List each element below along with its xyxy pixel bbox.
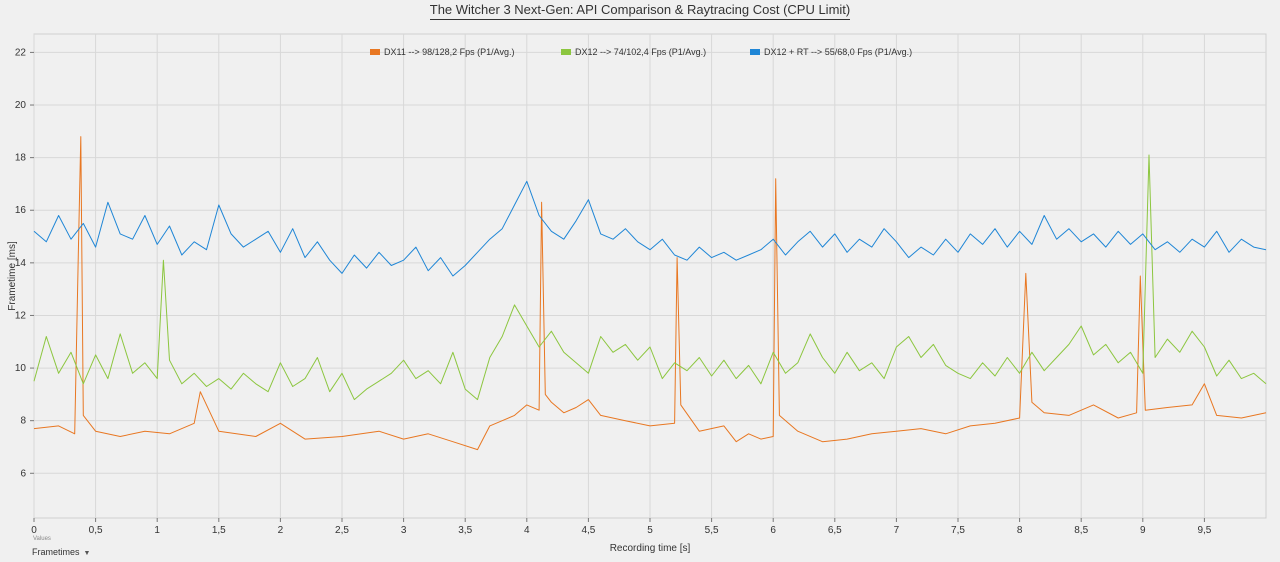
x-tick-label: 8,5 xyxy=(1074,525,1088,536)
series-line-1 xyxy=(33,136,1267,451)
legend-swatch xyxy=(561,49,571,55)
series-line-2 xyxy=(33,154,1267,401)
legend-entry: DX12 --> 74/102,4 Fps (P1/Avg.) xyxy=(575,47,706,57)
grid xyxy=(33,34,1266,518)
legend-swatch xyxy=(370,49,380,55)
chart-title-text: The Witcher 3 Next-Gen: API Comparison &… xyxy=(429,2,851,20)
y-tick-label: 18 xyxy=(15,153,27,164)
x-tick-label: 3 xyxy=(401,525,407,536)
y-tick-label: 16 xyxy=(15,205,27,216)
x-ticks: 0 0,5 1 1,5 2 2,5 3 3,5 4 4,5 5 5,5 6 6,5 7 7,5 8 8,5 9 9,5 xyxy=(31,518,1212,536)
x-tick-label: 1,5 xyxy=(212,525,226,536)
y-tick-label: 8 xyxy=(20,416,26,427)
y-ticks: 6 8 10 12 14 16 18 20 22 xyxy=(15,47,34,479)
x-tick-label: 9,5 xyxy=(1197,525,1211,536)
x-tick-label: 4 xyxy=(524,525,530,536)
x-tick-label: 6 xyxy=(770,525,776,536)
y-axis-title: Frametime [ms] xyxy=(7,241,18,311)
series-selector-label: Frametimes xyxy=(32,547,80,557)
chevron-down-icon: ▼ xyxy=(83,550,91,557)
x-tick-label: 9 xyxy=(1140,525,1146,536)
x-tick-label: 6,5 xyxy=(828,525,842,536)
y-tick-label: 14 xyxy=(15,258,27,269)
series-selector[interactable]: Frametimes ▼ xyxy=(32,547,90,557)
chart-title: The Witcher 3 Next-Gen: API Comparison &… xyxy=(0,2,1280,20)
y-tick-label: 20 xyxy=(15,100,27,111)
series-line-3 xyxy=(33,180,1267,277)
y-tick-label: 10 xyxy=(15,363,27,374)
legend-entry: DX12 + RT --> 55/68,0 Fps (P1/Avg.) xyxy=(764,47,912,57)
x-axis-title: Recording time [s] xyxy=(610,543,691,554)
x-tick-label: 0 xyxy=(31,525,37,536)
x-tick-label: 3,5 xyxy=(458,525,472,536)
x-tick-label: 8 xyxy=(1017,525,1023,536)
x-tick-label: 2,5 xyxy=(335,525,349,536)
y-tick-label: 22 xyxy=(15,47,27,58)
series-layer xyxy=(33,136,1267,451)
y-tick-label: 12 xyxy=(15,310,27,321)
x-tick-label: 0,5 xyxy=(89,525,103,536)
y-tick-label: 6 xyxy=(20,468,26,479)
legend: DX11 --> 98/128,2 Fps (P1/Avg.) DX12 --> … xyxy=(370,47,912,57)
x-tick-label: 2 xyxy=(278,525,284,536)
x-tick-label: 5 xyxy=(647,525,653,536)
x-tick-label: 5,5 xyxy=(705,525,719,536)
x-tick-label: 7 xyxy=(894,525,900,536)
x-tick-label: 4,5 xyxy=(581,525,595,536)
legend-entry: DX11 --> 98/128,2 Fps (P1/Avg.) xyxy=(384,47,514,57)
x-tick-label: 7,5 xyxy=(951,525,965,536)
values-label: Values xyxy=(33,536,51,542)
x-tick-label: 1 xyxy=(154,525,160,536)
legend-swatch xyxy=(750,49,760,55)
